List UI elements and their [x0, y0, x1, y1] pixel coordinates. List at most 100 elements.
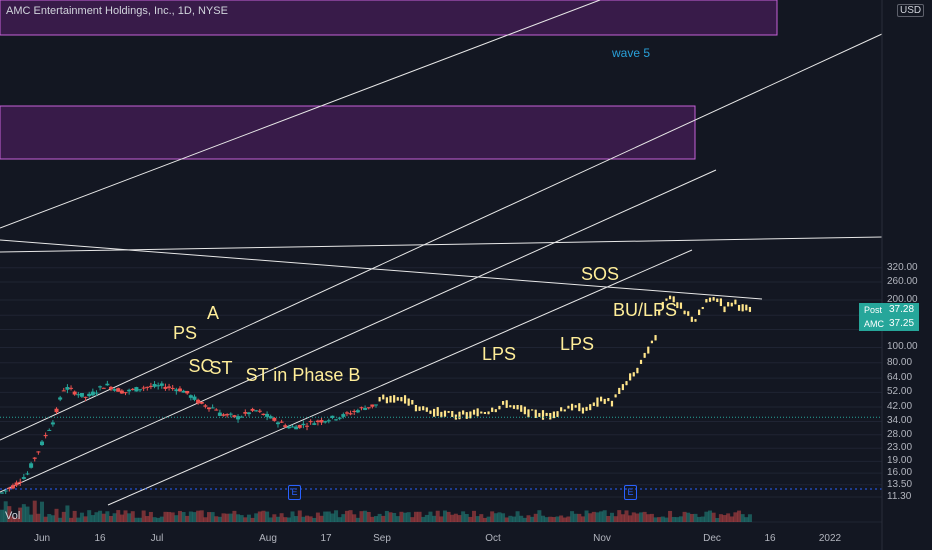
candle-body: [370, 404, 375, 407]
candle-body: [152, 384, 157, 387]
wyckoff-annotation: SC: [188, 356, 214, 376]
earnings-marker-aug[interactable]: E: [288, 485, 301, 500]
candle-body: [334, 419, 339, 421]
volume-bar: [635, 513, 640, 522]
volume-bar: [94, 512, 99, 522]
volume-bar: [181, 512, 186, 522]
candle-body: [32, 457, 37, 459]
volume-bar: [639, 512, 644, 522]
volume-bar: [246, 514, 251, 522]
candle-body: [7, 487, 12, 489]
volume-bar: [744, 517, 749, 522]
candle-body: [301, 423, 306, 426]
candle-body: [58, 397, 63, 400]
volume-bar: [668, 510, 673, 522]
candle-body: [326, 420, 331, 422]
volume-bar: [660, 516, 665, 522]
volume-bar: [646, 514, 651, 522]
volume-bar: [704, 511, 709, 522]
time-tick-label: 16: [764, 533, 776, 544]
volume-bar: [562, 517, 567, 522]
candle-body: [210, 407, 215, 409]
candle-body: [283, 425, 288, 427]
volume-bar: [159, 516, 164, 522]
volume-bar: [265, 511, 270, 522]
candle-body: [203, 405, 208, 407]
volume-bar: [700, 516, 705, 522]
wyckoff-annotation: PS: [172, 323, 198, 343]
candle-body: [312, 423, 317, 425]
wyckoff-annotation: BU/LPS: [612, 300, 678, 320]
candle-body: [65, 387, 70, 390]
price-tick-label: 19.00: [887, 455, 913, 467]
volume-bar: [192, 512, 197, 522]
volume-bar: [170, 512, 175, 522]
volume-bar: [312, 517, 317, 522]
time-tick-label: Jul: [150, 533, 164, 544]
candle-body: [315, 420, 320, 423]
volume-bar: [468, 516, 473, 522]
price-tick-label: 200.00: [887, 293, 918, 305]
volume-bar: [453, 513, 458, 522]
volume-bar: [36, 513, 41, 522]
earnings-marker-nov[interactable]: E: [624, 485, 637, 500]
candle-body: [366, 407, 371, 409]
channel-top-line: [0, 0, 601, 229]
volume-bar: [21, 504, 26, 522]
volume-bar: [366, 511, 371, 522]
volume-bar: [671, 516, 676, 522]
volume-bar: [381, 515, 386, 522]
candle-body: [61, 390, 66, 392]
candle-body: [94, 392, 99, 394]
volume-bar: [508, 515, 513, 522]
volume-bar: [207, 512, 211, 522]
volume-bar: [90, 515, 95, 522]
candle-body: [232, 415, 237, 418]
volume-bar: [642, 511, 647, 522]
candle-body: [159, 383, 164, 386]
candle-body: [199, 401, 204, 404]
volume-bar: [294, 516, 299, 522]
candle-body: [0, 492, 5, 494]
volume-bar: [18, 507, 23, 522]
volume-bar: [693, 513, 698, 522]
volume-bar: [363, 510, 368, 522]
candle-body: [112, 389, 117, 391]
wyckoff-annotation: LPS: [559, 334, 595, 354]
candle-body: [239, 416, 244, 418]
volume-bar: [649, 513, 654, 522]
price-tick-label: 11.30: [887, 491, 912, 502]
volume-bar: [678, 516, 683, 522]
volume-bar: [326, 511, 331, 522]
currency-badge[interactable]: USD: [897, 4, 925, 17]
volume-bar: [599, 511, 604, 522]
supply-zone-lower: [0, 105, 696, 160]
volume-bar: [148, 511, 153, 522]
candle-body: [98, 386, 103, 388]
volume-bar: [355, 517, 360, 522]
candle-body: [352, 410, 357, 412]
volume-bar: [32, 500, 37, 522]
volume-bar: [708, 510, 712, 522]
volume-bar: [624, 510, 629, 522]
candle-body: [348, 413, 353, 415]
volume-bar: [457, 515, 462, 522]
volume-bar: [682, 511, 687, 522]
time-tick-label: 16: [94, 533, 106, 544]
volume-bar: [522, 517, 527, 522]
volume-bar: [250, 517, 255, 522]
candle-body: [228, 413, 233, 415]
candle-body: [337, 417, 342, 419]
volume-bar: [697, 516, 702, 522]
volume-bar: [79, 512, 84, 522]
candle-body: [101, 387, 106, 389]
volume-bar: [461, 511, 466, 522]
volume-bar: [286, 517, 291, 522]
volume-bar: [25, 506, 30, 522]
volume-bar: [47, 514, 52, 522]
volume-bar: [101, 513, 106, 522]
candle-body: [40, 441, 44, 446]
volume-bar: [83, 516, 88, 522]
candle-body: [257, 410, 262, 412]
